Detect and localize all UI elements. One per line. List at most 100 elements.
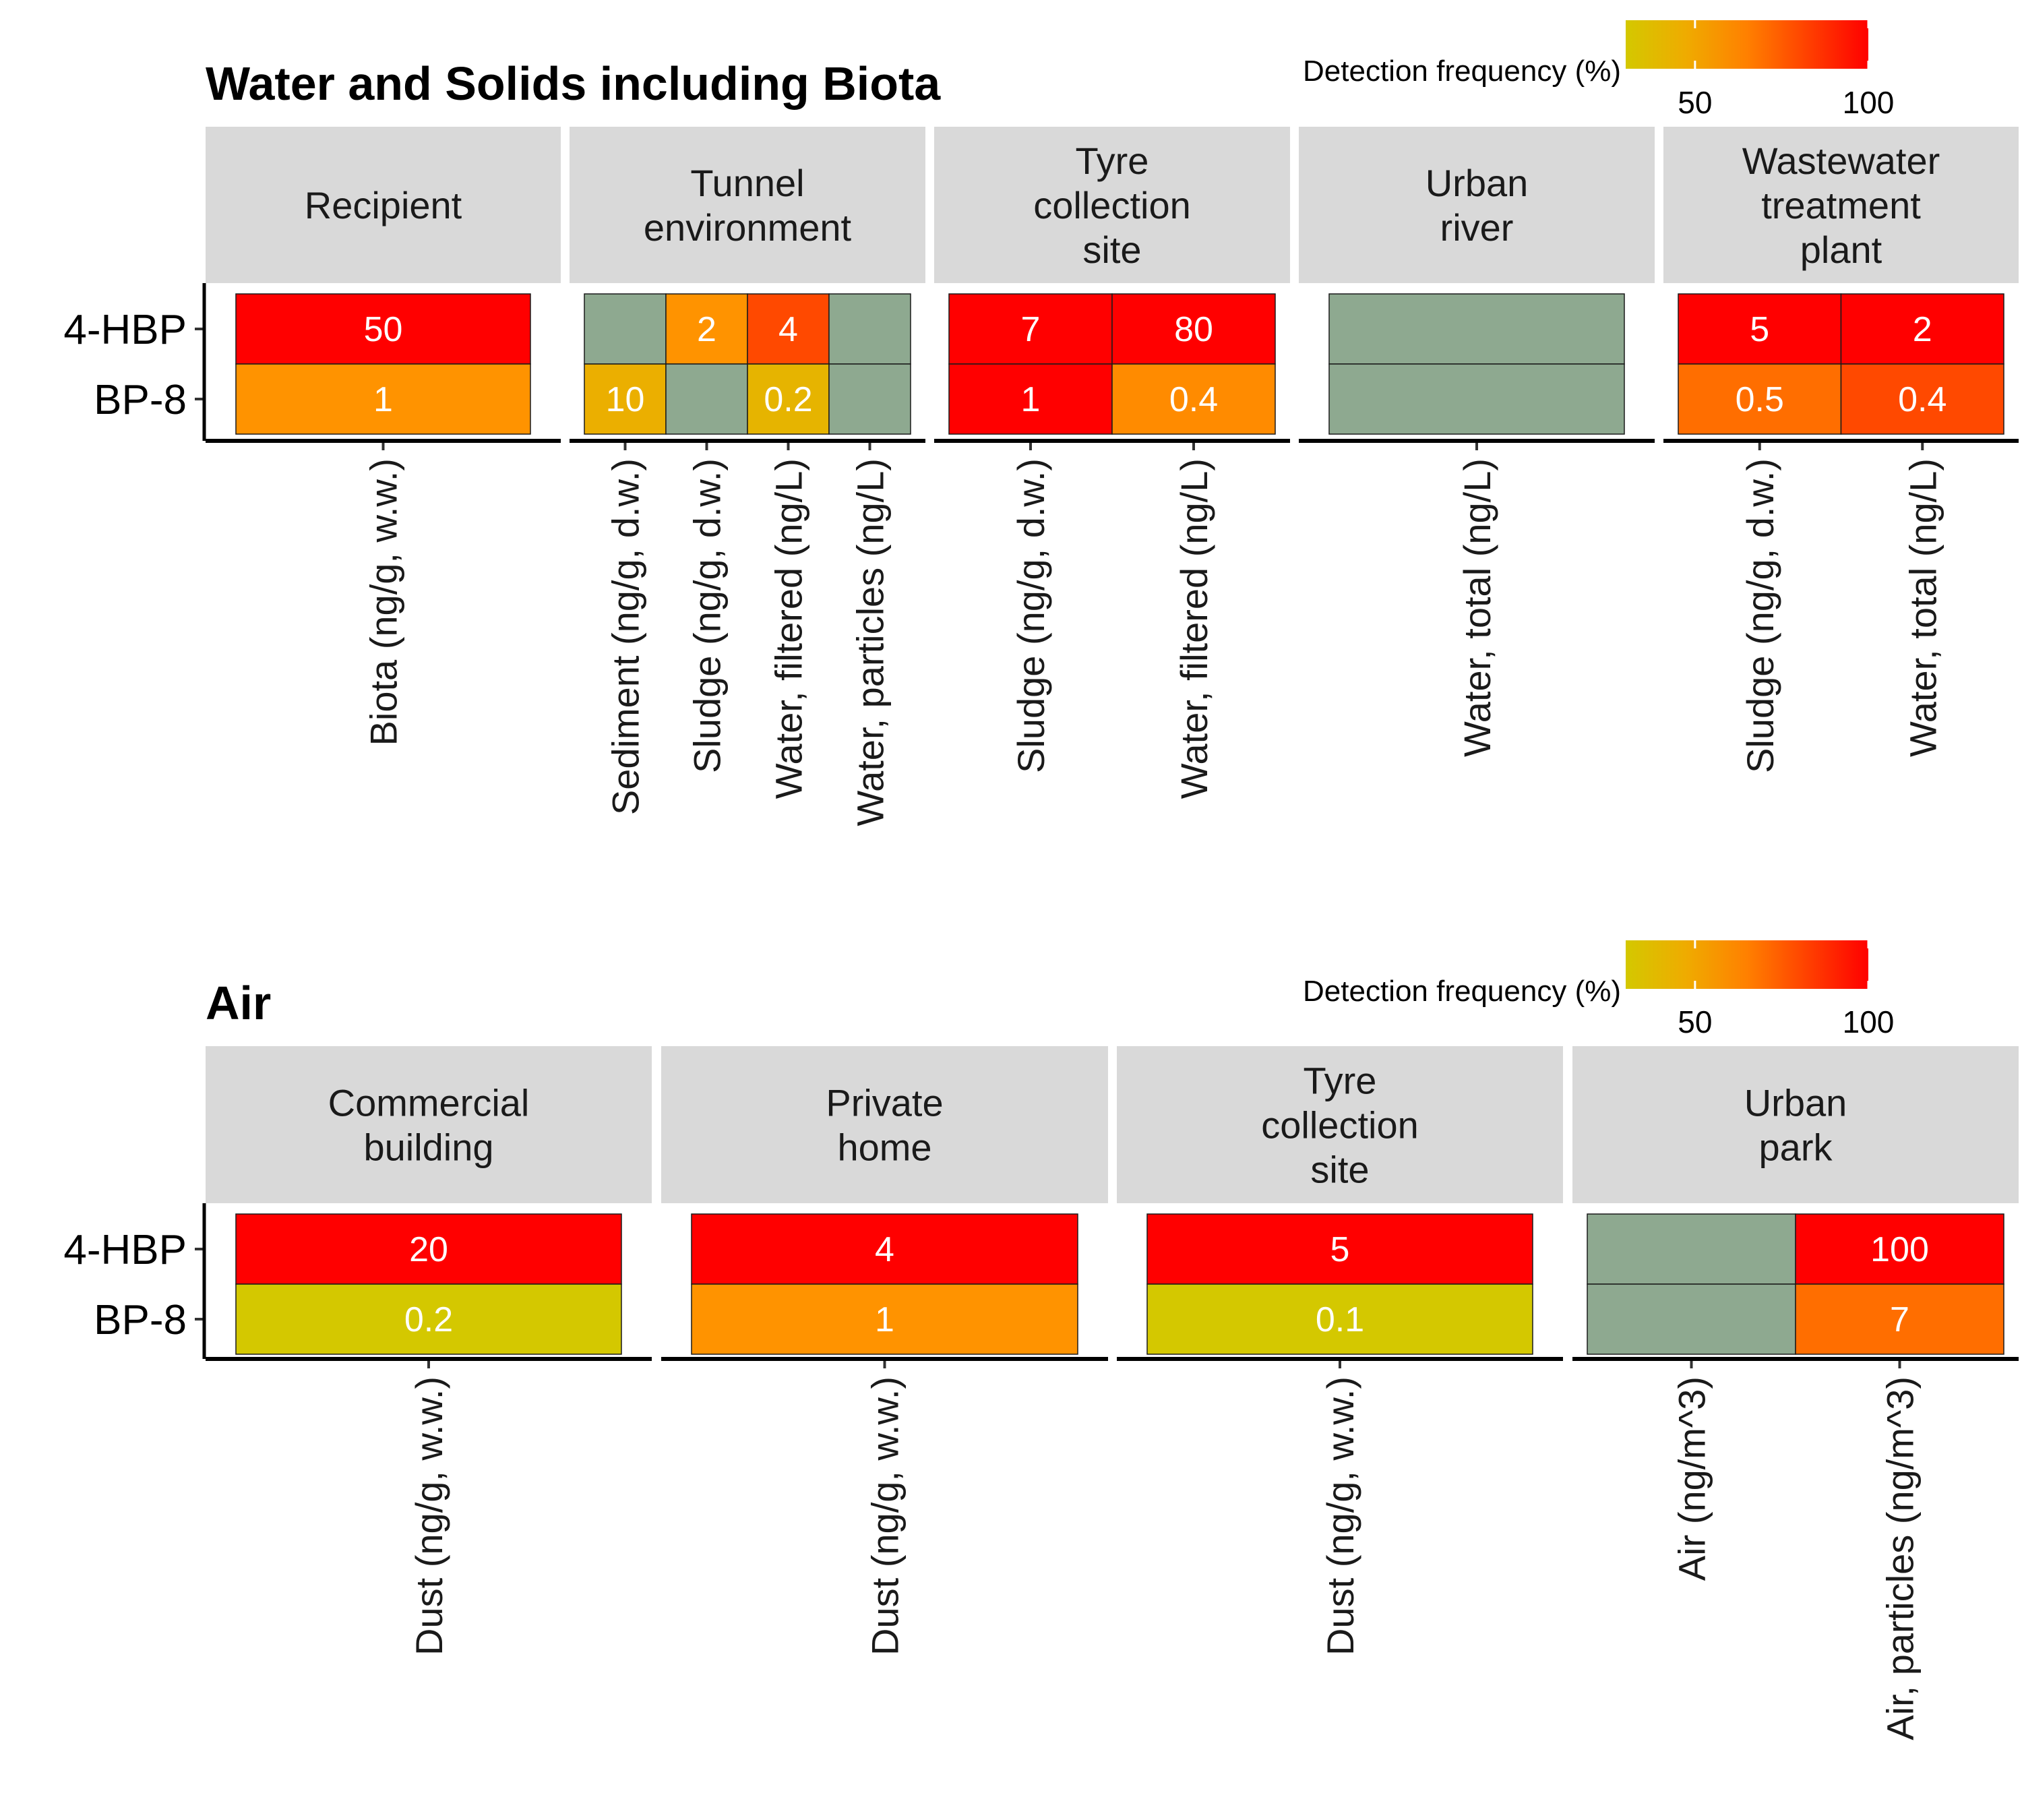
- heatmap-cell: [1840, 363, 2004, 435]
- facet-strip-label: Tyre: [1076, 140, 1149, 182]
- facet-strip-label: Commercial: [328, 1082, 530, 1124]
- facet-strip-label: Tunnel: [690, 162, 804, 204]
- cell-value-label: 5: [1750, 310, 1769, 349]
- legend-tick-label: 50: [1678, 85, 1712, 120]
- y-tick-label: 4-HBP: [63, 307, 187, 353]
- heatmap-cell-not-detected: [1587, 1213, 1796, 1285]
- cell-value-label: 0.5: [1736, 380, 1784, 419]
- facet-strip: [1117, 1046, 1563, 1203]
- cell-value-label: 100: [1870, 1230, 1929, 1269]
- heatmap-cell-not-detected: [584, 293, 667, 365]
- heatmap-cell: [1678, 363, 1842, 435]
- y-tick-label: BP-8: [94, 377, 187, 423]
- facet-strip-label: treatment: [1761, 184, 1921, 226]
- legend-tick-label: 50: [1678, 1004, 1712, 1039]
- x-tick-label: Dust (ng/g, w.w.): [864, 1376, 907, 1656]
- heatmap-cell: [1678, 293, 1842, 365]
- cell-value-label: 0.1: [1316, 1300, 1364, 1339]
- cell-value-label: 1: [373, 380, 393, 419]
- x-tick-label: Biota (ng/g, w.w.): [363, 458, 405, 746]
- heatmap-cell: [1795, 1213, 2004, 1285]
- facet-strip-label: building: [363, 1126, 493, 1169]
- heatmap-cell: [1840, 293, 2004, 365]
- facet-strip: [1299, 127, 1655, 283]
- facet-strip: [1572, 1046, 2019, 1203]
- cell-value-label: 2: [1913, 310, 1932, 349]
- x-tick-label: Sediment (ng/g, d.w.): [605, 458, 647, 815]
- legend-title: Detection frequency (%): [1303, 975, 1621, 1008]
- heatmap-cell: [1111, 293, 1276, 365]
- legend-tick-label: 100: [1843, 1004, 1895, 1039]
- facet-strip-label: Wastewater: [1742, 140, 1940, 182]
- cell-value-label: 0.4: [1898, 380, 1947, 419]
- heatmap-cell-not-detected: [1587, 1283, 1796, 1355]
- cell-value-label: 0.2: [764, 380, 812, 419]
- facet-strip-label: Tyre: [1304, 1060, 1377, 1102]
- cell-value-label: 5: [1330, 1230, 1350, 1269]
- heatmap-cell-not-detected: [828, 293, 911, 365]
- cell-value-label: 7: [1890, 1300, 1909, 1339]
- facet-strip: [661, 1046, 1108, 1203]
- facet-strip-label: environment: [644, 206, 852, 249]
- cell-value-label: 0.2: [404, 1300, 453, 1339]
- heatmap-cell: [691, 1283, 1078, 1355]
- x-tick-label: Water, filtered (ng/L): [1173, 458, 1215, 799]
- facet-strip-label: site: [1082, 229, 1141, 271]
- heatmap-cell: [747, 363, 830, 435]
- x-tick-label: Dust (ng/g, w.w.): [1319, 1376, 1361, 1656]
- heatmap-cell: [948, 363, 1113, 435]
- y-tick-label: 4-HBP: [63, 1227, 187, 1273]
- facet-strip: [206, 1046, 652, 1203]
- chart-title: Air: [206, 977, 271, 1029]
- heatmap-cell: [235, 363, 531, 435]
- facet-strip-label: river: [1440, 206, 1514, 249]
- cell-value-label: 0.4: [1169, 380, 1218, 419]
- facet-strip-label: site: [1310, 1149, 1369, 1191]
- facet-strip-label: plant: [1800, 229, 1882, 271]
- facet-strip-label: Urban: [1426, 162, 1529, 204]
- cell-value-label: 20: [409, 1230, 448, 1269]
- facet-strip: [570, 127, 925, 283]
- heatmap-cell: [747, 293, 830, 365]
- heatmap-cell: [235, 1283, 622, 1355]
- facet-strip: [1663, 127, 2019, 283]
- heatmap-cell: [948, 293, 1113, 365]
- facet-strip-label: Recipient: [305, 184, 462, 226]
- heatmap-cell: [1795, 1283, 2004, 1355]
- cell-value-label: 80: [1174, 310, 1213, 349]
- heatmap-cell: [1146, 1283, 1533, 1355]
- chart-title: Water and Solids including Biota: [206, 57, 941, 110]
- cell-value-label: 1: [1021, 380, 1041, 419]
- cell-value-label: 4: [778, 310, 798, 349]
- heatmap-cell: [1111, 363, 1276, 435]
- x-tick-label: Water, total (ng/L): [1901, 458, 1944, 757]
- x-tick-label: Air (ng/m^3): [1671, 1376, 1713, 1581]
- facet-strip: [934, 127, 1290, 283]
- x-tick-label: Water, particles (ng/L): [849, 458, 892, 826]
- heatmap-cell-not-detected: [665, 363, 748, 435]
- cell-value-label: 50: [364, 310, 403, 349]
- legend-colorbar: [1626, 940, 1868, 989]
- heatmap-cell: [235, 1213, 622, 1285]
- cell-value-label: 1: [875, 1300, 894, 1339]
- heatmap-cell-not-detected: [828, 363, 911, 435]
- facet-strip-label: park: [1759, 1126, 1833, 1169]
- facet-strip-label: Urban: [1744, 1082, 1847, 1124]
- x-tick-label: Sludge (ng/g, d.w.): [1739, 458, 1781, 773]
- x-tick-label: Air, particles (ng/m^3): [1879, 1376, 1922, 1740]
- cell-value-label: 7: [1021, 310, 1041, 349]
- cell-value-label: 2: [697, 310, 716, 349]
- x-tick-label: Water, filtered (ng/L): [768, 458, 810, 799]
- legend: Detection frequency (%) 50 100: [1303, 940, 1894, 1039]
- x-tick-label: Water, total (ng/L): [1456, 458, 1498, 757]
- facet-strip-label: Private: [826, 1082, 943, 1124]
- facet-strip: [206, 127, 561, 283]
- y-tick-label: BP-8: [94, 1297, 187, 1343]
- heatmap-cell-not-detected: [1328, 293, 1625, 365]
